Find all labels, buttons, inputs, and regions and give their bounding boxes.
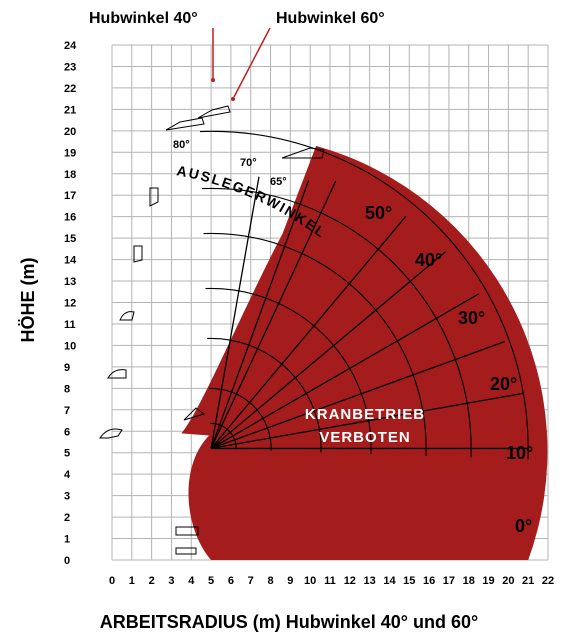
crane-outline-sketches — [99, 105, 325, 555]
x-tick-label: 1 — [129, 575, 135, 587]
y-tick-label: 22 — [64, 83, 76, 95]
callout-hubwinkel-60: Hubwinkel 60° — [276, 10, 385, 27]
x-tick-label: 9 — [287, 575, 293, 587]
crane-sketch — [183, 407, 206, 421]
crane-sketch — [119, 311, 135, 321]
crane-sketch — [175, 547, 197, 555]
crane-sketch — [175, 526, 199, 536]
crane-sketch — [107, 369, 127, 379]
forbidden-line-1: KRANBETRIEB — [305, 406, 425, 423]
y-tick-label: 8 — [64, 383, 70, 395]
y-tick-label: 17 — [64, 190, 76, 202]
callout-40-dot — [211, 78, 215, 82]
y-tick-label: 21 — [64, 104, 76, 116]
boom-angle-label-small: 65° — [270, 176, 287, 188]
y-tick-label: 23 — [64, 61, 76, 73]
y-tick-label: 10 — [64, 340, 76, 352]
x-tick-label: 13 — [364, 575, 376, 587]
y-tick-label: 2 — [64, 512, 70, 524]
y-tick-label: 6 — [64, 426, 70, 438]
forbidden-zone — [181, 145, 548, 560]
boom-length-arcs — [200, 130, 529, 460]
crane-sketch — [99, 428, 123, 439]
y-tick-label: 13 — [64, 276, 76, 288]
callout-60-dot — [231, 97, 235, 101]
y-tick-label: 5 — [64, 448, 70, 460]
crane-sketch — [149, 187, 159, 207]
y-tick-label: 11 — [64, 319, 76, 331]
y-tick-label: 0 — [64, 555, 70, 567]
x-tick-label: 22 — [542, 575, 554, 587]
boom-angle-line — [210, 176, 260, 449]
boom-length-arc — [208, 387, 272, 451]
x-tick-label: 20 — [502, 575, 514, 587]
boom-angle-label: 20° — [490, 374, 517, 394]
x-tick-label: 0 — [109, 575, 115, 587]
boom-angle-labels: 0° 10° 20° 30° 40° 50° 65° 70° 80° — [173, 139, 533, 536]
x-tick-label: 11 — [324, 575, 336, 587]
boom-angle-label: 10° — [506, 443, 533, 463]
x-tick-label: 5 — [208, 575, 214, 587]
boom-length-arc — [201, 187, 472, 458]
y-tick-label: 19 — [64, 147, 76, 159]
y-tick-label: 15 — [64, 233, 76, 245]
boom-angle-label-small: 70° — [240, 157, 257, 169]
y-tick-label: 16 — [64, 212, 76, 224]
boom-length-arc — [207, 337, 322, 453]
x-tick-label: 18 — [463, 575, 475, 587]
boom-angle-label: 0° — [515, 516, 532, 536]
boom-angle-label: 50° — [365, 203, 392, 223]
y-tick-label: 7 — [64, 405, 70, 417]
boom-length-arc — [200, 130, 529, 460]
boom-angle-line — [210, 180, 337, 449]
y-tick-label: 4 — [64, 469, 71, 481]
x-tick-label: 10 — [304, 575, 316, 587]
x-tick-label: 16 — [423, 575, 435, 587]
x-tick-label: 4 — [188, 575, 195, 587]
y-tick-label: 20 — [64, 126, 76, 138]
x-tick-label: 21 — [522, 575, 534, 587]
chart-title: ARBEITSRADIUS (m) Hubwinkel 40° und 60° — [100, 612, 478, 632]
y-axis-title: HÖHE (m) — [18, 257, 38, 342]
boom-angle-label: 30° — [458, 308, 485, 328]
y-tick-label: 24 — [64, 40, 77, 52]
x-tick-label: 2 — [149, 575, 155, 587]
forbidden-line-2: VERBOTEN — [319, 429, 410, 446]
x-tick-label: 7 — [248, 575, 254, 587]
x-tick-label: 15 — [403, 575, 415, 587]
boom-angle-label-small: 80° — [173, 139, 190, 151]
x-tick-label: 19 — [482, 575, 494, 587]
boom-angle-line — [210, 216, 407, 449]
crane-sketch — [133, 245, 143, 263]
boom-length-arc — [210, 422, 237, 450]
crane-sketch — [197, 105, 231, 119]
y-tick-label: 3 — [64, 491, 70, 503]
y-tick-label: 9 — [64, 362, 70, 374]
x-tick-label: 12 — [344, 575, 356, 587]
crane-sketch — [281, 147, 325, 159]
x-axis-ticks: 0 1 2 3 4 5 6 7 8 9 10 11 12 13 14 15 16 17 18 19 20 21 22 — [109, 575, 554, 587]
y-tick-label: 18 — [64, 169, 76, 181]
callout-hubwinkel-40: Hubwinkel 40° — [89, 10, 198, 27]
x-tick-label: 14 — [383, 575, 396, 587]
boom-angle-line — [210, 392, 524, 450]
boom-angle-line — [210, 180, 310, 449]
crane-sketch — [165, 117, 205, 131]
boom-length-arc — [205, 287, 372, 455]
boom-angle-line — [210, 293, 480, 449]
x-tick-label: 8 — [267, 575, 273, 587]
y-tick-label: 14 — [64, 255, 77, 267]
y-tick-label: 1 — [64, 534, 70, 546]
x-tick-label: 3 — [168, 575, 174, 587]
x-tick-label: 17 — [443, 575, 455, 587]
boom-angle-label: 40° — [415, 250, 442, 270]
y-tick-label: 12 — [64, 298, 76, 310]
callout-60-pointer — [233, 27, 271, 98]
boom-angle-line — [210, 251, 446, 449]
x-tick-label: 6 — [228, 575, 234, 587]
boom-length-arc — [203, 232, 427, 456]
